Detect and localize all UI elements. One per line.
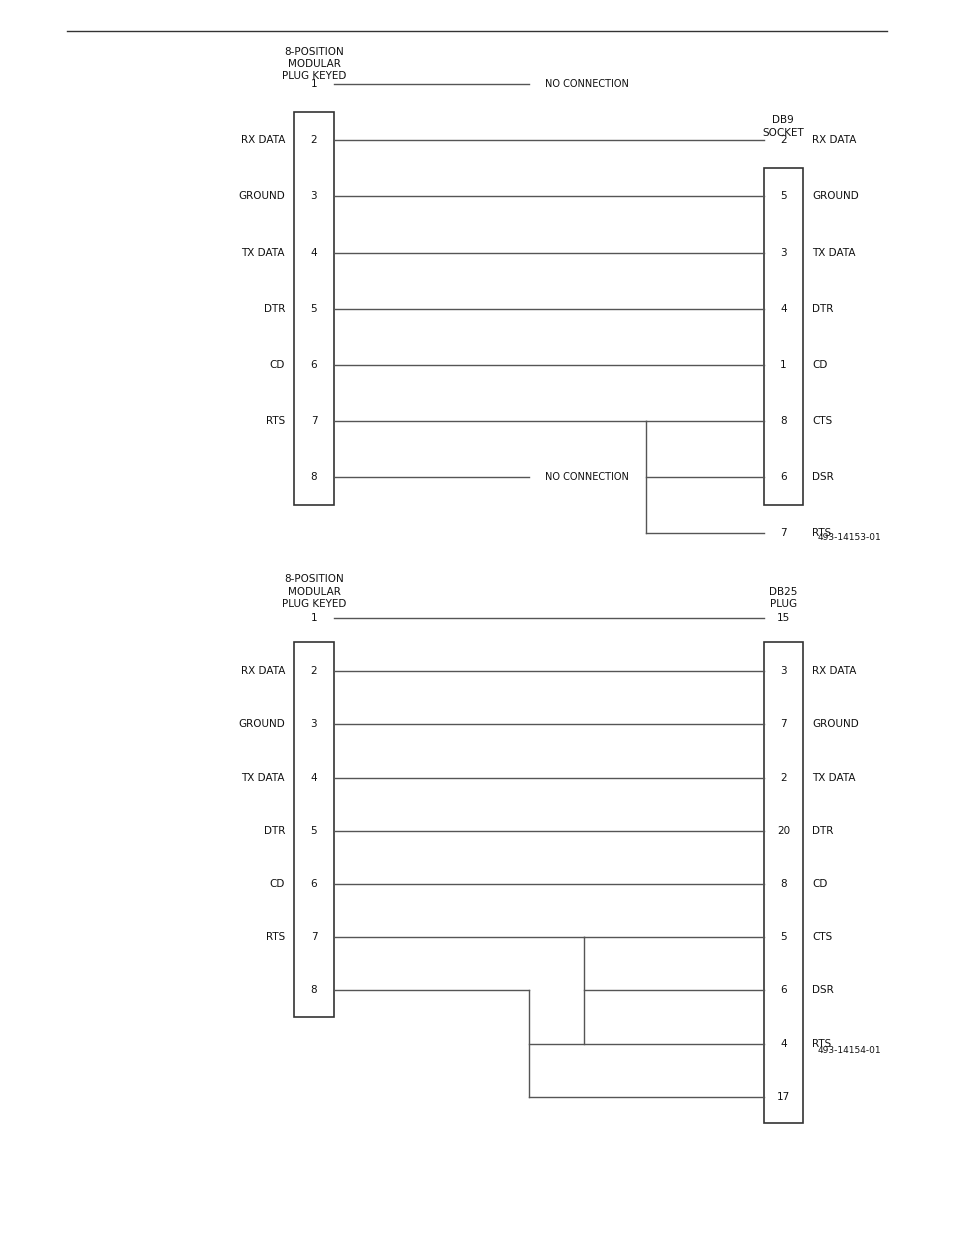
Text: 1: 1 [311,79,317,89]
Text: DSR: DSR [811,986,833,995]
Text: RTS: RTS [266,416,285,426]
Text: 4: 4 [311,247,317,258]
Text: DSR: DSR [811,472,833,482]
Text: DB9
SOCKET: DB9 SOCKET [761,115,803,137]
Text: 8: 8 [311,472,317,482]
Text: DB25
PLUG: DB25 PLUG [768,587,797,609]
Text: DTR: DTR [263,304,285,314]
Text: RX DATA: RX DATA [240,136,285,146]
Text: 20: 20 [776,826,789,836]
Text: 4: 4 [780,304,786,314]
Text: 8-POSITION
MODULAR
PLUG KEYED: 8-POSITION MODULAR PLUG KEYED [281,574,346,609]
Text: CD: CD [270,359,285,370]
Text: CTS: CTS [811,932,832,942]
Bar [763,642,802,1124]
Text: 3: 3 [780,247,786,258]
Text: RTS: RTS [266,932,285,942]
Text: 8: 8 [780,416,786,426]
Text: 7: 7 [311,416,317,426]
Text: 7: 7 [311,932,317,942]
Text: NO CONNECTION: NO CONNECTION [544,79,628,89]
Text: 6: 6 [311,879,317,889]
Text: 3: 3 [311,191,317,201]
Text: 6: 6 [311,359,317,370]
Text: 2: 2 [311,136,317,146]
Text: TX DATA: TX DATA [811,773,855,783]
Text: GROUND: GROUND [811,720,858,730]
Text: DTR: DTR [811,304,833,314]
Text: RX DATA: RX DATA [811,136,856,146]
Text: 7: 7 [780,720,786,730]
Text: 4: 4 [780,1039,786,1049]
Text: 8: 8 [311,986,317,995]
Bar [763,168,802,505]
Text: TX DATA: TX DATA [811,247,855,258]
Text: CD: CD [811,359,827,370]
Text: 15: 15 [776,613,789,624]
Text: 8: 8 [780,879,786,889]
Text: GROUND: GROUND [238,720,285,730]
Text: 5: 5 [311,826,317,836]
Text: RX DATA: RX DATA [240,666,285,677]
Text: 2: 2 [780,773,786,783]
Text: 2: 2 [311,666,317,677]
Text: 493-14153-01: 493-14153-01 [817,534,881,542]
Text: 8-POSITION
MODULAR
PLUG KEYED: 8-POSITION MODULAR PLUG KEYED [281,47,346,82]
Text: TX DATA: TX DATA [241,773,285,783]
Bar [294,112,334,505]
Text: 5: 5 [780,191,786,201]
Text: DTR: DTR [263,826,285,836]
Text: CTS: CTS [811,416,832,426]
Text: 3: 3 [311,720,317,730]
Text: 493-14154-01: 493-14154-01 [817,1046,881,1056]
Text: GROUND: GROUND [238,191,285,201]
Text: NO CONNECTION: NO CONNECTION [544,472,628,482]
Text: 5: 5 [780,932,786,942]
Text: 5: 5 [311,304,317,314]
Text: RX DATA: RX DATA [811,666,856,677]
Text: 1: 1 [780,359,786,370]
Text: 3: 3 [780,666,786,677]
Bar [294,642,334,1016]
Text: 2: 2 [780,136,786,146]
Text: DTR: DTR [811,826,833,836]
Text: 7: 7 [780,529,786,538]
Text: 4: 4 [311,773,317,783]
Text: RTS: RTS [811,1039,831,1049]
Text: 6: 6 [780,986,786,995]
Text: CD: CD [270,879,285,889]
Text: 17: 17 [776,1092,789,1102]
Text: RTS: RTS [811,529,831,538]
Text: TX DATA: TX DATA [241,247,285,258]
Text: 6: 6 [780,472,786,482]
Text: GROUND: GROUND [811,191,858,201]
Text: CD: CD [811,879,827,889]
Text: 1: 1 [311,613,317,624]
